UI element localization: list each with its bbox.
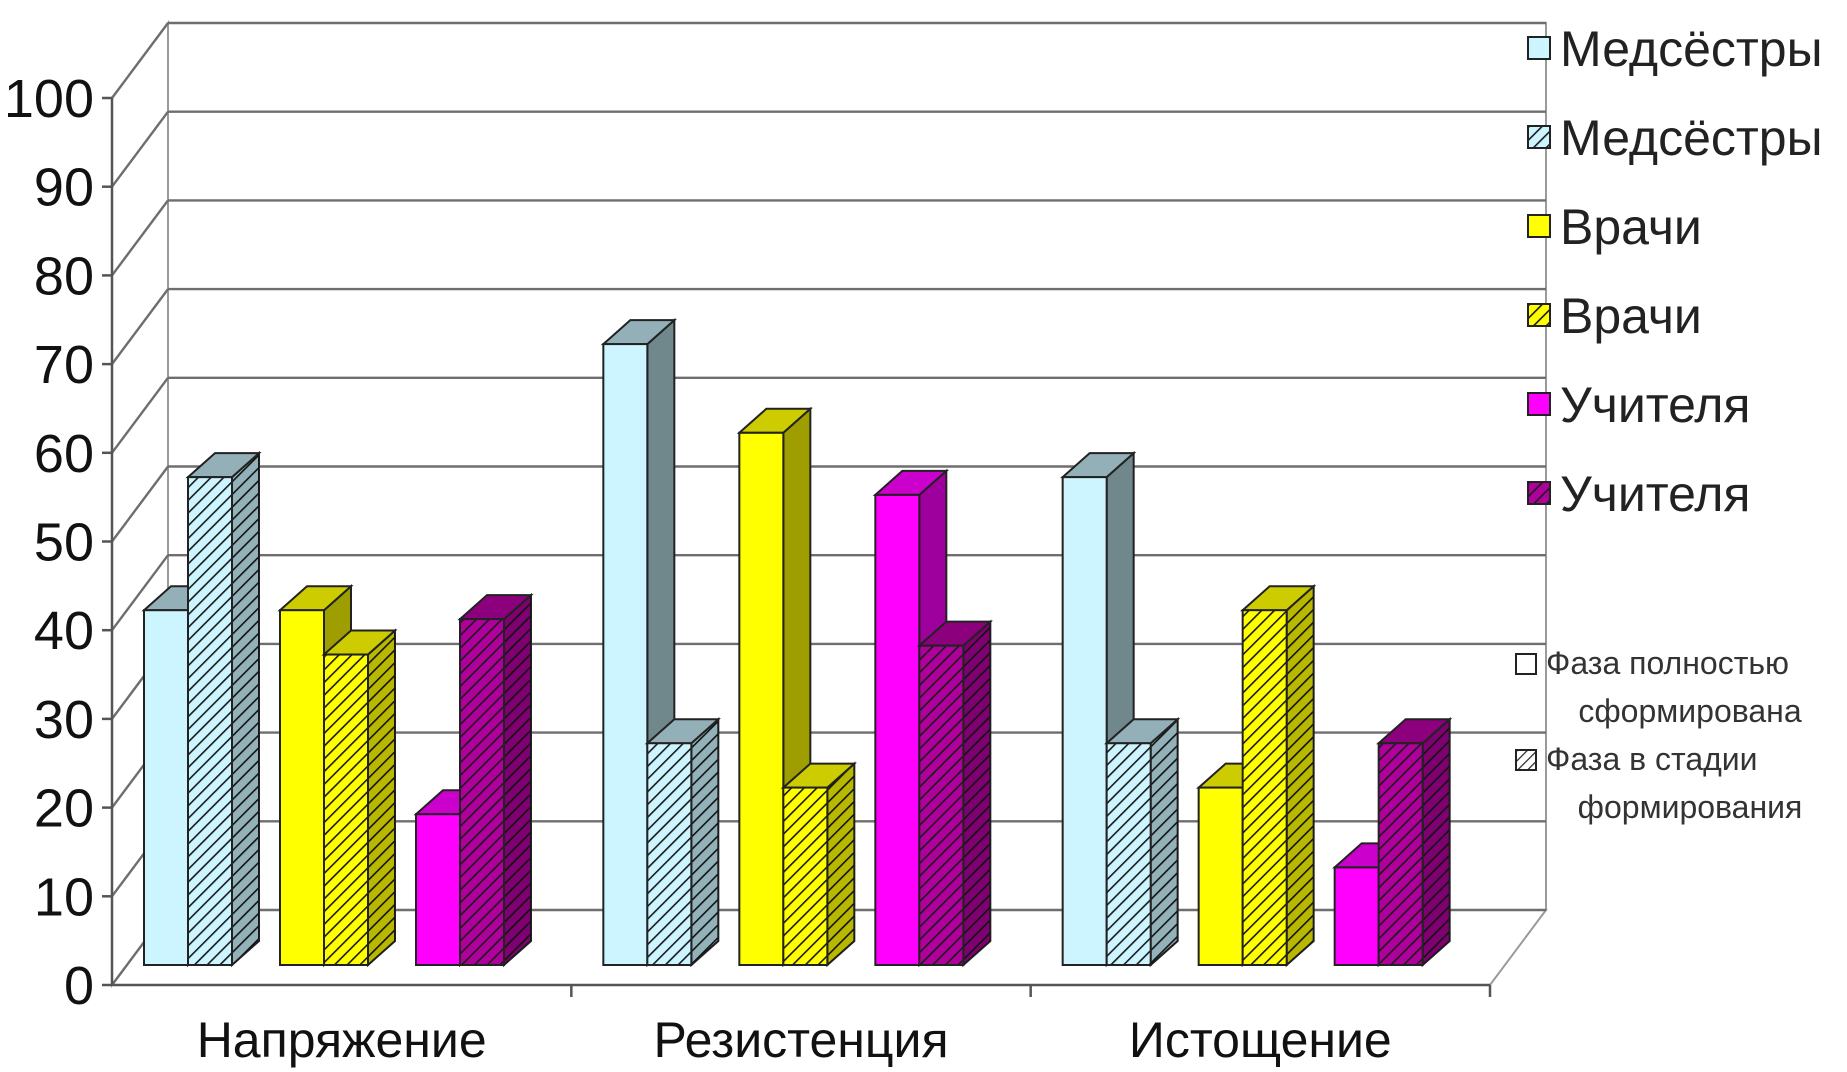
gridline-side (111, 288, 169, 365)
bar-front (874, 493, 921, 966)
axes (102, 96, 1492, 997)
legend-note-swatch (1515, 653, 1537, 675)
y-tick-label: 0 (64, 956, 94, 1016)
bar (644, 717, 721, 968)
x-category-label: Напряжение (197, 1012, 487, 1068)
gridline-side (111, 22, 169, 99)
bar-front (1241, 609, 1288, 966)
legend-label: Учителя (1560, 377, 1750, 433)
gridlines (111, 21, 1546, 986)
bar-front (1377, 742, 1424, 966)
bar-front (646, 742, 693, 966)
gridline-side (111, 110, 169, 188)
legend-note-text: сформирована (1578, 693, 1802, 729)
legend-item: Учителя (1527, 377, 1750, 433)
legend-label: Медсёстры (1560, 110, 1823, 166)
bar (1104, 717, 1181, 968)
legend-note: Фаза в стадии формирования (1515, 741, 1803, 825)
bar-front (459, 618, 505, 966)
y-tick-label: 50 (34, 513, 94, 573)
y-tick-label: 40 (34, 601, 94, 661)
legend-item: Врачи (1527, 288, 1702, 344)
bar-front (279, 609, 325, 966)
gridline-side (111, 465, 169, 543)
x-category-labels: Напряжение Резистенция Истощение (197, 1012, 1392, 1068)
legend-note: Фаза полностью сформирована (1515, 645, 1802, 729)
legend-note-text: Фаза полностью (1546, 645, 1789, 681)
legend-notes: Фаза полностью сформирована Фаза в стадии ф… (1515, 645, 1803, 825)
y-tick-label: 90 (34, 158, 94, 218)
bar-front (602, 343, 649, 967)
y-tick-label: 20 (34, 779, 94, 839)
gridline-side (111, 199, 169, 277)
legend-swatch (1527, 125, 1551, 149)
legend-label: Медсёстры (1560, 21, 1823, 77)
legend-note-text: Фаза в стадии (1546, 741, 1758, 777)
legend-note-text: формирования (1578, 789, 1803, 825)
gridline-side (111, 554, 169, 631)
legend-label: Врачи (1560, 199, 1702, 255)
legend-label: Учителя (1560, 466, 1750, 522)
gridline-side (111, 377, 169, 454)
y-tick-label: 30 (34, 690, 94, 750)
legend-label: Врачи (1560, 288, 1702, 344)
bar-front (415, 813, 461, 967)
legend-swatch (1527, 214, 1551, 238)
y-tick-label: 10 (34, 867, 94, 927)
bar (1240, 583, 1317, 968)
legend-item: Учителя (1527, 466, 1750, 522)
y-tick-label: 100 (4, 69, 94, 129)
legend-swatch (1527, 481, 1551, 505)
legend-item: Медсёстры (1527, 21, 1823, 77)
legend-swatch (1527, 392, 1551, 416)
bar-front (143, 609, 189, 966)
legend: Медсёстры Медсёстры Врачи Врачи Учителя Учите… (1527, 21, 1823, 522)
bar-front (738, 431, 785, 966)
bar-front (1105, 742, 1152, 966)
y-tick-label: 60 (34, 424, 94, 484)
bar (457, 592, 534, 968)
bars (141, 317, 1453, 968)
bar-front (1197, 786, 1244, 966)
bar (780, 761, 857, 968)
bar (1376, 717, 1453, 968)
legend-swatch (1527, 303, 1551, 327)
x-category-label: Истощение (1129, 1012, 1392, 1068)
y-tick-label: 80 (34, 246, 94, 306)
bar-front (1061, 476, 1108, 966)
bar (916, 619, 993, 968)
y-tick-labels: 0 10 20 30 40 50 60 70 80 90 100 (4, 69, 94, 1016)
x-category-label: Резистенция (653, 1012, 948, 1068)
bar (185, 450, 262, 968)
bar-front (918, 644, 965, 966)
legend-item: Медсёстры (1527, 110, 1823, 166)
bar-front (1333, 866, 1380, 966)
bar-front (187, 476, 233, 966)
bar-front (782, 786, 829, 966)
y-tick-label: 70 (34, 335, 94, 395)
bar (321, 628, 398, 968)
legend-note-swatch (1515, 749, 1537, 771)
legend-swatch (1527, 36, 1551, 60)
bar-front (323, 653, 369, 966)
legend-item: Врачи (1527, 199, 1702, 255)
